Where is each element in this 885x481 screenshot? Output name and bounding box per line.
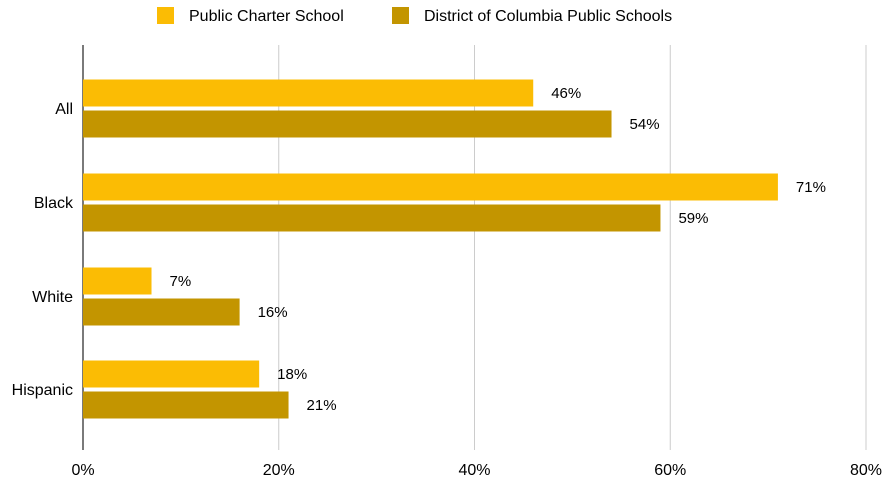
bar-dcps-white (83, 298, 240, 326)
data-label-dcps-all: 54% (630, 116, 660, 133)
legend-swatch-charter (157, 7, 174, 24)
data-label-charter-white: 7% (170, 273, 192, 290)
category-label-black: Black (34, 195, 74, 212)
category-label-all: All (55, 101, 73, 118)
bar-charter-black (83, 173, 778, 201)
x-tick-label-0: 0% (71, 462, 94, 479)
x-tick-label-20: 20% (263, 462, 295, 479)
bar-dcps-hispanic (83, 391, 289, 419)
legend-label-charter: Public Charter School (189, 8, 344, 25)
x-tick-label-40: 40% (458, 462, 490, 479)
data-label-charter-hispanic: 18% (277, 366, 307, 383)
bar-charter-white (83, 267, 152, 295)
bar-dcps-black (83, 204, 661, 232)
x-tick-label-80: 80% (850, 462, 882, 479)
legend-swatch-dcps (392, 7, 409, 24)
data-label-dcps-white: 16% (258, 304, 288, 321)
bar-charter-hispanic (83, 360, 260, 388)
data-label-charter-black: 71% (796, 179, 826, 196)
category-label-white: White (32, 289, 73, 306)
bar-charter-all (83, 79, 534, 107)
data-label-charter-all: 46% (551, 85, 581, 102)
legend-label-dcps: District of Columbia Public Schools (424, 8, 672, 25)
bar-dcps-all (83, 110, 612, 138)
data-label-dcps-black: 59% (678, 210, 708, 227)
data-label-dcps-hispanic: 21% (307, 397, 337, 414)
x-tick-label-60: 60% (654, 462, 686, 479)
category-label-hispanic: Hispanic (12, 382, 73, 399)
